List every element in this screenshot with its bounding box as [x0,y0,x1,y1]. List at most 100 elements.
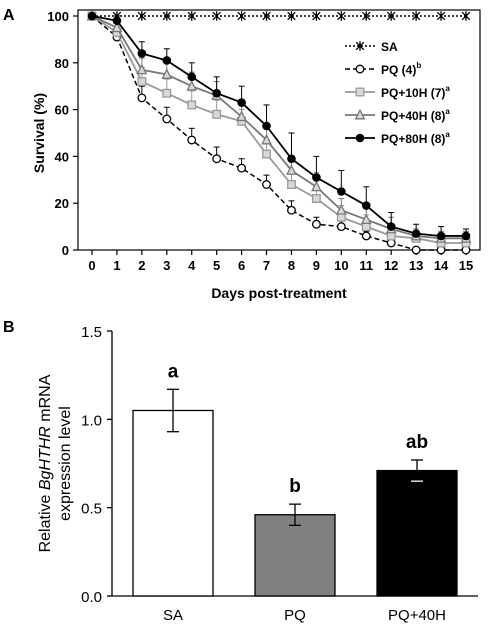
data-point [262,180,271,189]
data-point [161,68,173,79]
data-point [286,164,297,175]
y-tick-label: 0.0 [81,589,102,606]
series-line [91,15,466,251]
data-point [436,11,446,21]
series-line [91,15,466,244]
series-2 [87,11,471,255]
data-point [411,229,421,238]
legend-marker [355,64,365,74]
legend-marker [355,41,365,51]
x-tick-label: 15 [459,258,473,273]
series-line [91,15,466,240]
significance-letter: ab [406,432,428,453]
data-point [461,231,471,241]
data-point [362,11,371,21]
data-point [311,194,321,203]
data-point [237,11,246,21]
data-point [312,11,321,21]
data-point [411,11,421,21]
data-point [287,154,296,164]
y-tick-label: 20 [55,196,69,211]
series-5 [87,11,471,241]
data-point [162,114,172,124]
data-point [337,187,346,196]
bar [376,469,458,597]
data-point [212,154,222,164]
significance-letter: b [289,476,301,497]
data-point [187,135,197,145]
y-tick-label: 100 [47,9,69,24]
data-point [187,72,197,82]
x-tick-label: SA [163,607,183,624]
x-tick-label: PQ [284,607,306,624]
series-4 [86,9,472,243]
data-point [212,88,221,98]
plot-frame [77,9,481,251]
data-point [137,77,147,86]
legend-label: PQ+80H (8)a [381,130,450,146]
data-point [262,121,271,131]
y-tick-label: 0 [62,243,69,258]
x-tick-label: 9 [313,258,320,273]
x-tick-label: 2 [138,258,145,273]
data-point [137,11,147,21]
x-tick-label: 8 [288,258,295,273]
legend-label: PQ+40H (8)a [381,107,450,123]
expression-bar-chart: 0.0 0.5 1.0 1.5 Relative BgHTHR mRNAexpressi… [37,324,478,624]
legend-marker [355,133,365,143]
data-point [311,219,321,229]
data-point [335,203,347,215]
data-point [361,231,371,241]
y-tick-label: 80 [55,56,69,71]
bar [132,409,214,597]
x-tick-label: 10 [334,258,348,273]
x-tick-label: 3 [163,258,170,273]
data-point [212,109,222,119]
data-point [287,180,296,189]
series-3 [87,11,471,248]
x-tick-label: 6 [238,258,245,273]
y-tick-label: 0.5 [81,501,102,518]
x-tick-label: 12 [384,258,398,273]
x-tick-label: 7 [263,258,270,273]
data-point [287,205,296,215]
data-point [461,11,471,21]
data-point [436,231,446,241]
data-point [187,100,197,110]
data-point [386,11,396,21]
x-tick-label: PQ+40H [388,607,446,624]
y-tick-label: 60 [55,103,69,118]
y-axis-title: Survival (%) [31,93,47,173]
x-tick-label: 11 [359,258,373,273]
data-point [261,133,272,145]
data-point [187,11,196,21]
data-point [87,11,97,21]
data-point [361,201,371,210]
data-point [136,63,148,75]
data-point [237,98,246,107]
x-tick-label: 14 [434,258,449,273]
data-point [162,88,172,98]
x-tick-label: 13 [409,258,423,273]
data-point [236,110,247,122]
legend-marker [355,87,365,97]
data-point [337,11,346,21]
data-point [360,213,372,225]
series-1 [87,11,471,21]
data-point [111,21,123,33]
legend: SA PQ (4)b PQ+10H (7)a PQ+40H (8)a PQ+80H (8… [345,40,450,146]
y-axis-title-line1: Relative BgHTHR mRNA [37,374,54,552]
data-point [262,11,271,21]
x-tick-label: 1 [113,258,120,273]
significance-letter: a [168,361,179,382]
data-point [336,222,346,232]
data-point [287,11,296,21]
series-line [91,15,466,237]
data-point [262,149,271,159]
data-point [112,16,122,25]
data-point [411,245,421,255]
data-point [162,11,172,21]
panel-label-b: B [3,319,15,336]
legend-label: PQ+10H (7)a [381,84,450,100]
